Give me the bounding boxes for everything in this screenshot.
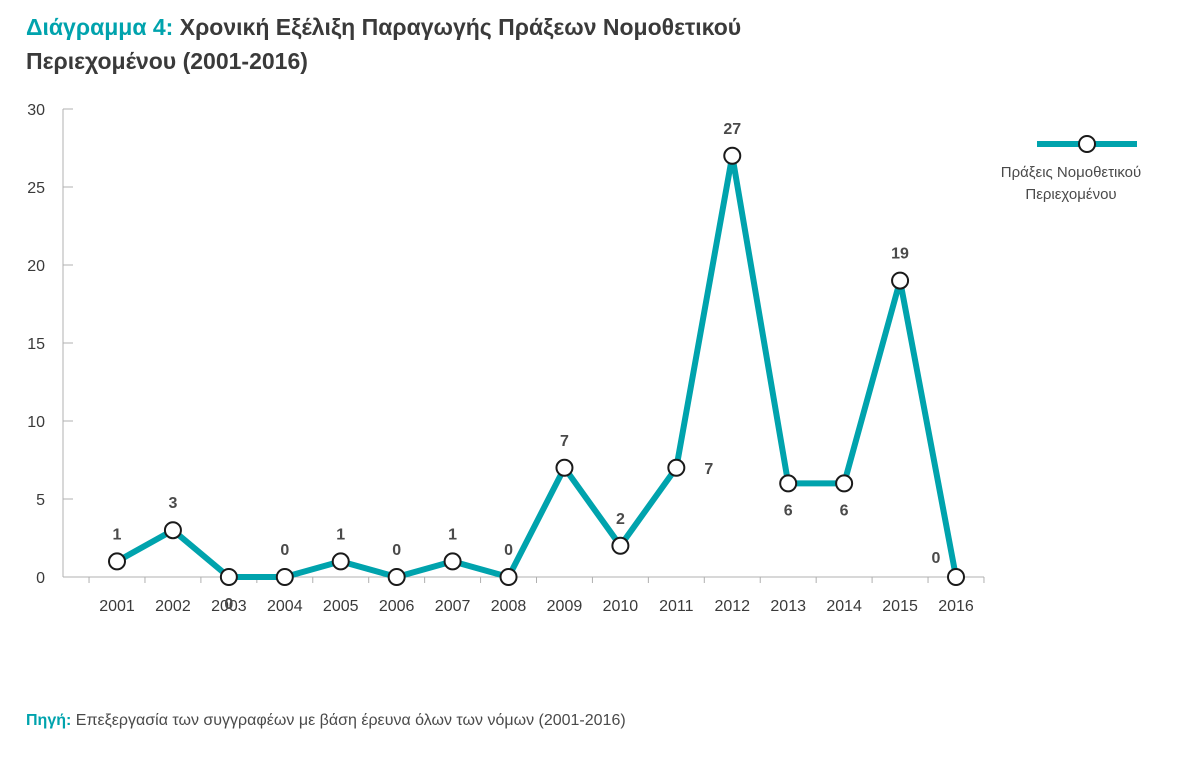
x-tick-label: 2008 (491, 598, 527, 615)
legend-marker (1078, 135, 1096, 153)
data-label: 0 (280, 542, 289, 559)
data-label: 6 (840, 502, 849, 519)
data-label: 27 (723, 121, 741, 138)
data-label: 1 (448, 526, 457, 543)
data-point (499, 568, 518, 586)
chart-title: Διάγραμμα 4: Χρονική Εξέλιξη Παραγωγής Π… (26, 10, 886, 78)
x-tick-label: 2014 (826, 598, 862, 615)
x-tick-label: 2013 (770, 598, 806, 615)
series-line (114, 152, 959, 580)
y-tick-label: 0 (36, 570, 45, 587)
source-label: Πηγή: (26, 712, 72, 729)
chart-title-prefix: Διάγραμμα 4: (26, 14, 174, 40)
data-point (443, 552, 462, 571)
x-tick-label: 2009 (547, 598, 583, 615)
y-tick-label: 30 (27, 102, 45, 119)
chart-title-line1: Χρονική Εξέλιξη Παραγωγής Πράξεων Νομοθε… (179, 14, 742, 40)
y-tick-label: 20 (27, 258, 45, 275)
x-tick-label: 2004 (267, 598, 303, 615)
x-tick-label: 2015 (882, 598, 918, 615)
data-point (275, 568, 294, 586)
data-point (611, 536, 630, 555)
x-axis: 2001 2002 2003 2004 2005 2006 2007 2008 2009 2010… (63, 576, 985, 615)
data-label: 7 (704, 461, 713, 478)
x-tick-label: 2012 (714, 598, 750, 615)
source-text: Επεξεργασία των συγγραφέων με βάση έρευν… (75, 712, 626, 729)
x-tick-label: 2001 (99, 598, 135, 615)
data-point (219, 568, 238, 586)
y-tick-label: 15 (27, 336, 45, 353)
data-point (779, 474, 798, 493)
data-label: 0 (504, 542, 513, 559)
legend-label: Περιεχομένου (1025, 186, 1116, 203)
x-tick-label: 2007 (435, 598, 471, 615)
data-point (108, 552, 126, 571)
chart-title-line2: Περιεχομένου (2001-2016) (26, 48, 308, 74)
x-tick-label: 2005 (323, 598, 359, 615)
data-label: 0 (392, 542, 401, 559)
data-label: 7 (560, 433, 569, 450)
data-label: 1 (336, 526, 345, 543)
data-label: 0 (932, 550, 941, 567)
data-point (723, 146, 742, 165)
data-label: 6 (784, 502, 793, 519)
legend-label: Πράξεις Νομοθετικού (1001, 164, 1141, 181)
data-point (947, 568, 965, 586)
data-point (331, 552, 350, 571)
y-axis: 0 5 10 15 20 25 30 (27, 102, 73, 587)
x-tick-label: 2002 (155, 598, 191, 615)
data-point (387, 568, 406, 586)
data-point (163, 521, 182, 540)
data-point (555, 458, 574, 477)
y-tick-label: 10 (27, 414, 45, 431)
source-note: Πηγή: Επεξεργασία των συγγραφέων με βάση… (26, 712, 626, 730)
x-tick-label: 2016 (938, 598, 974, 615)
data-label: 1 (113, 526, 122, 543)
data-label: 19 (891, 246, 909, 263)
y-tick-label: 5 (36, 492, 45, 509)
x-tick-label: 2010 (603, 598, 639, 615)
data-label: 0 (224, 596, 233, 613)
x-tick-label: 2011 (659, 598, 694, 615)
x-tick-label: 2003 (211, 598, 247, 615)
data-label: 2 (616, 511, 625, 528)
x-tick-label: 2006 (379, 598, 415, 615)
legend: Πράξεις Νομοθετικού Περιεχομένου (1001, 135, 1141, 203)
data-point (667, 458, 686, 477)
data-label: 3 (168, 495, 177, 512)
data-point (891, 271, 910, 290)
y-tick-label: 25 (27, 180, 45, 197)
data-point (835, 474, 854, 493)
